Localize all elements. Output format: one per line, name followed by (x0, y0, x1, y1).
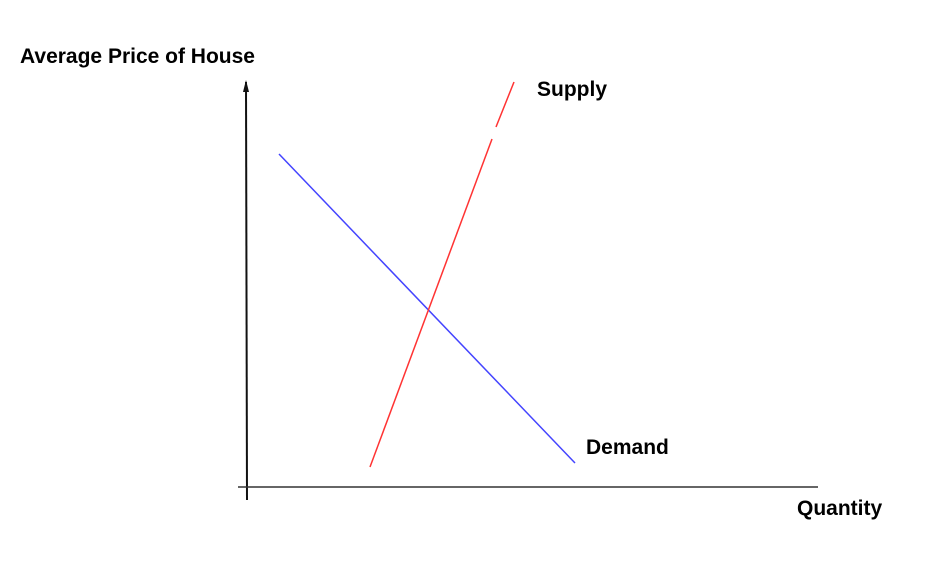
supply-curve-upper (495, 81, 515, 128)
y-axis-arrowhead (243, 80, 249, 92)
y-axis-label: Average Price of House (20, 45, 255, 68)
demand-curve (278, 153, 576, 464)
demand-label: Demand (586, 436, 669, 459)
supply-label: Supply (537, 78, 608, 101)
x-axis-label: Quantity (797, 497, 883, 520)
supply-curve-lower (369, 138, 493, 468)
y-axis (245, 81, 248, 501)
